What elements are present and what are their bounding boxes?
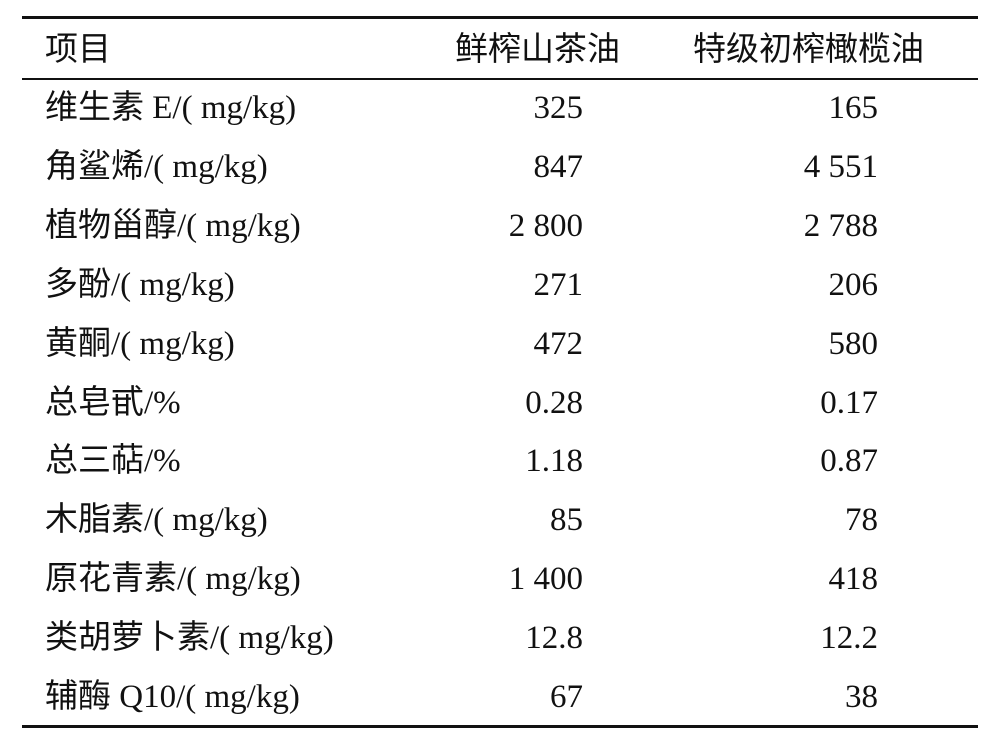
value-cell: 472: [533, 325, 584, 362]
value-cell: 206: [828, 266, 879, 303]
value-cell: 1.18: [525, 443, 583, 480]
value-cell: 78: [845, 502, 878, 539]
bottom-rule: [22, 725, 978, 728]
value-cell: 418: [828, 561, 879, 598]
value-cell: 325: [533, 90, 584, 126]
row-label: 木脂素/( mg/kg): [45, 502, 268, 539]
value-cell: 0.17: [820, 384, 878, 421]
row-label: 总三萜/%: [45, 443, 181, 480]
value-cell: 38: [845, 679, 878, 715]
value-cell: 271: [533, 266, 584, 303]
value-cell: 0.87: [820, 443, 878, 480]
value-cell: 12.2: [820, 620, 878, 657]
value-cell: 0.28: [525, 384, 583, 421]
row-label: 总皂甙/%: [45, 384, 181, 421]
header-cell: 鲜榨山茶油: [455, 32, 620, 68]
value-cell: 580: [828, 325, 879, 362]
row-label: 多酚/( mg/kg): [45, 266, 235, 303]
value-cell: 12.8: [525, 620, 583, 657]
row-label: 辅酶 Q10/( mg/kg): [45, 679, 300, 715]
value-cell: 1 400: [508, 561, 583, 598]
header-rule: [22, 78, 978, 80]
value-cell: 2 788: [803, 207, 878, 244]
row-label: 黄酮/( mg/kg): [45, 325, 235, 362]
value-cell: 85: [550, 502, 583, 539]
value-cell: 165: [828, 90, 879, 126]
value-cell: 2 800: [508, 207, 583, 244]
row-label: 维生素 E/( mg/kg): [45, 90, 297, 126]
header-cell: 特级初榨橄榄油: [693, 32, 924, 68]
row-label: 角鲨烯/( mg/kg): [45, 148, 268, 185]
top-rule: [22, 16, 978, 19]
value-cell: 847: [533, 148, 584, 185]
header-cell: 项目: [45, 32, 111, 68]
row-label: 植物甾醇/( mg/kg): [45, 207, 301, 244]
row-label: 原花青素/( mg/kg): [45, 561, 301, 598]
row-label: 类胡萝卜素/( mg/kg): [45, 620, 334, 657]
value-cell: 67: [550, 679, 583, 715]
value-cell: 4 551: [803, 148, 878, 185]
